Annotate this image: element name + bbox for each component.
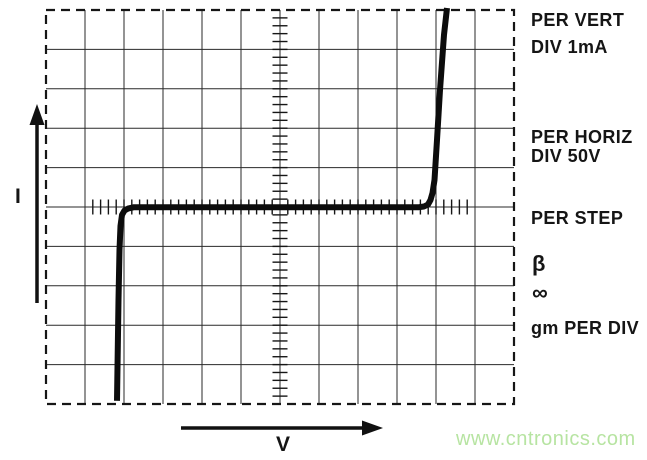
horiz-div-scale: DIV 50V — [531, 146, 601, 166]
v-axis-label: V — [276, 433, 291, 456]
v-axis-arrow-right-icon — [181, 420, 383, 436]
vert-div-scale: DIV 1mA — [531, 37, 608, 57]
graticule-dashed-border — [44, 8, 516, 406]
watermark: www.cntronics.com — [456, 428, 636, 450]
per-horiz-label: PER HORIZ — [531, 127, 633, 147]
iv-curve — [114, 7, 450, 401]
i-axis-label: I — [15, 185, 22, 208]
per-vert-label: PER VERT — [531, 10, 625, 30]
gm-per-div-label: gm PER DIV — [531, 318, 640, 338]
i-axis-arrow-up-icon — [29, 104, 45, 303]
beta-symbol: β — [532, 251, 546, 276]
per-step-label: PER STEP — [531, 208, 624, 228]
infinity-symbol: ∞ — [532, 280, 549, 305]
